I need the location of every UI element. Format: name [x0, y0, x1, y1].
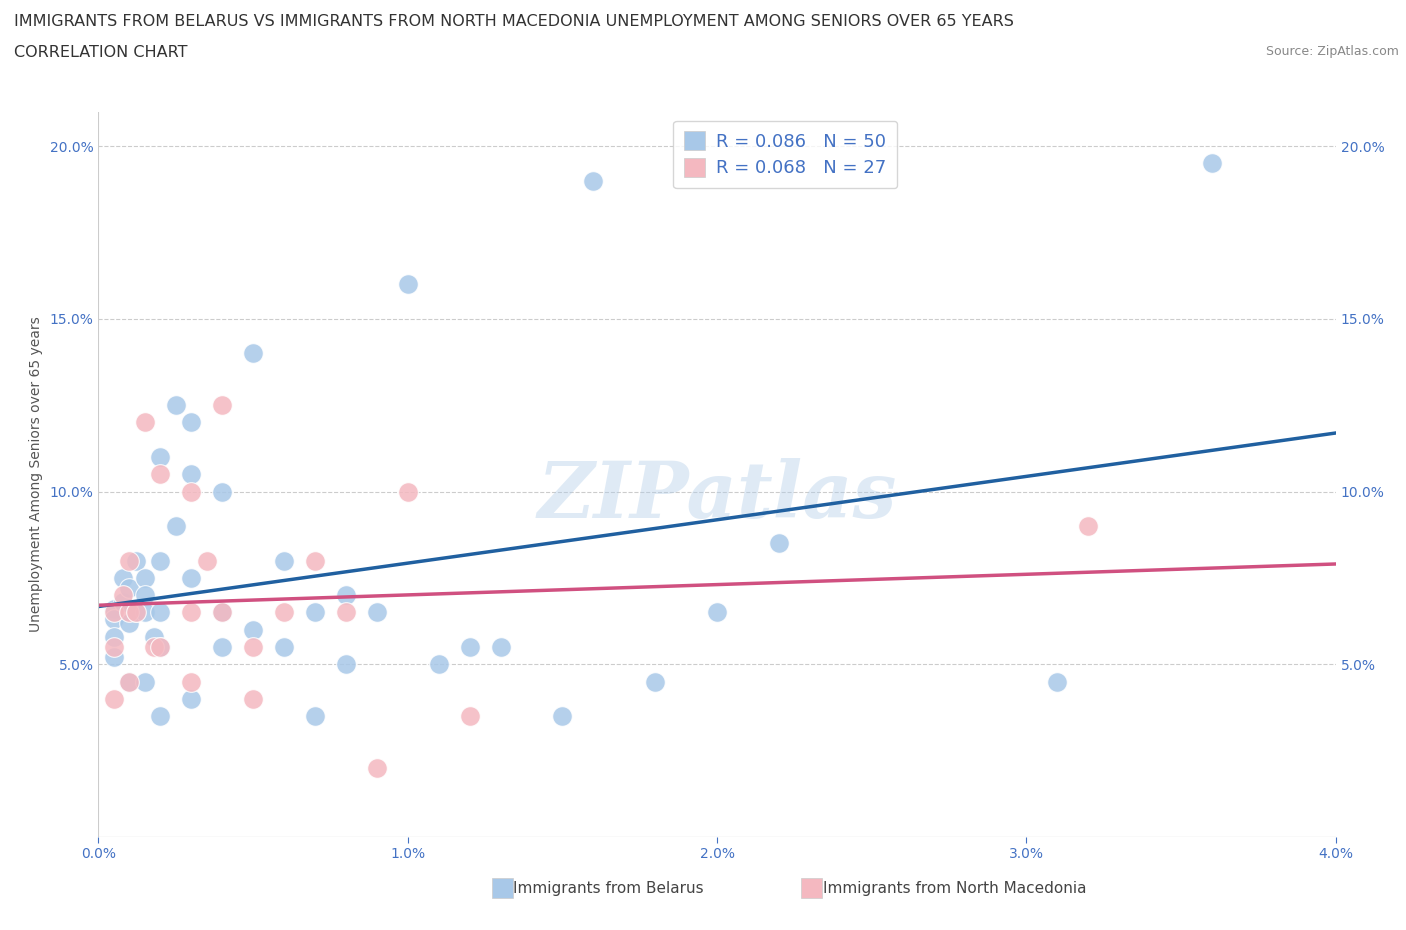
- Point: [134, 415, 156, 430]
- Point: [396, 485, 419, 499]
- Text: IMMIGRANTS FROM BELARUS VS IMMIGRANTS FROM NORTH MACEDONIA UNEMPLOYMENT AMONG SE: IMMIGRANTS FROM BELARUS VS IMMIGRANTS FR…: [14, 14, 1014, 29]
- Point: [242, 640, 264, 655]
- Point: [180, 691, 202, 706]
- Point: [149, 640, 172, 655]
- Point: [180, 485, 202, 499]
- Point: [149, 449, 172, 464]
- Point: [1201, 156, 1223, 171]
- Point: [103, 691, 125, 706]
- Point: [134, 674, 156, 689]
- Point: [273, 640, 295, 655]
- Point: [149, 605, 172, 620]
- Point: [304, 553, 326, 568]
- Point: [489, 640, 512, 655]
- Point: [180, 467, 202, 482]
- Point: [273, 553, 295, 568]
- Point: [118, 674, 141, 689]
- Point: [458, 709, 481, 724]
- Point: [304, 709, 326, 724]
- Point: [103, 630, 125, 644]
- Point: [551, 709, 574, 724]
- Point: [165, 519, 187, 534]
- Point: [112, 594, 135, 609]
- Point: [118, 616, 141, 631]
- Point: [242, 346, 264, 361]
- Point: [143, 640, 166, 655]
- Point: [103, 640, 125, 655]
- Point: [165, 398, 187, 413]
- Point: [396, 277, 419, 292]
- Point: [335, 605, 357, 620]
- Point: [143, 630, 166, 644]
- Point: [304, 605, 326, 620]
- Point: [149, 640, 172, 655]
- Text: Immigrants from North Macedonia: Immigrants from North Macedonia: [823, 881, 1085, 896]
- Point: [211, 485, 233, 499]
- Point: [706, 605, 728, 620]
- Point: [134, 570, 156, 585]
- Point: [112, 570, 135, 585]
- Point: [118, 553, 141, 568]
- Point: [149, 709, 172, 724]
- Point: [1077, 519, 1099, 534]
- Point: [149, 553, 172, 568]
- Point: [180, 674, 202, 689]
- Text: Immigrants from Belarus: Immigrants from Belarus: [513, 881, 704, 896]
- Point: [118, 605, 141, 620]
- Point: [195, 553, 218, 568]
- Point: [134, 605, 156, 620]
- Point: [211, 605, 233, 620]
- Text: ZIPatlas: ZIPatlas: [537, 458, 897, 535]
- Point: [118, 581, 141, 596]
- Point: [427, 657, 450, 671]
- Point: [242, 691, 264, 706]
- Point: [211, 398, 233, 413]
- Point: [103, 650, 125, 665]
- Point: [112, 588, 135, 603]
- Text: CORRELATION CHART: CORRELATION CHART: [14, 45, 187, 60]
- Point: [644, 674, 666, 689]
- Point: [458, 640, 481, 655]
- Point: [118, 674, 141, 689]
- Point: [211, 605, 233, 620]
- Point: [768, 536, 790, 551]
- Point: [103, 605, 125, 620]
- Point: [149, 467, 172, 482]
- Point: [103, 612, 125, 627]
- Point: [366, 605, 388, 620]
- Point: [180, 570, 202, 585]
- Point: [124, 605, 146, 620]
- Point: [211, 640, 233, 655]
- Point: [180, 605, 202, 620]
- Point: [335, 657, 357, 671]
- Point: [124, 553, 146, 568]
- Point: [335, 588, 357, 603]
- Point: [180, 415, 202, 430]
- Point: [134, 588, 156, 603]
- Point: [582, 173, 605, 188]
- Point: [1046, 674, 1069, 689]
- Point: [103, 602, 125, 617]
- Y-axis label: Unemployment Among Seniors over 65 years: Unemployment Among Seniors over 65 years: [28, 316, 42, 632]
- Legend: R = 0.086   N = 50, R = 0.068   N = 27: R = 0.086 N = 50, R = 0.068 N = 27: [673, 121, 897, 188]
- Point: [124, 605, 146, 620]
- Text: Source: ZipAtlas.com: Source: ZipAtlas.com: [1265, 45, 1399, 58]
- Point: [366, 761, 388, 776]
- Point: [242, 622, 264, 637]
- Point: [273, 605, 295, 620]
